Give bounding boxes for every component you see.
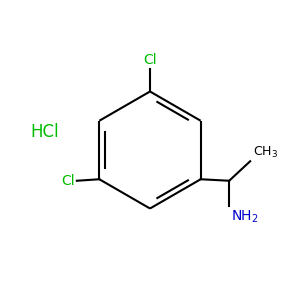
Text: Cl: Cl [61,174,74,188]
Text: NH$_2$: NH$_2$ [231,209,258,225]
Text: CH$_3$: CH$_3$ [253,145,278,160]
Text: HCl: HCl [30,123,58,141]
Text: Cl: Cl [143,52,157,67]
